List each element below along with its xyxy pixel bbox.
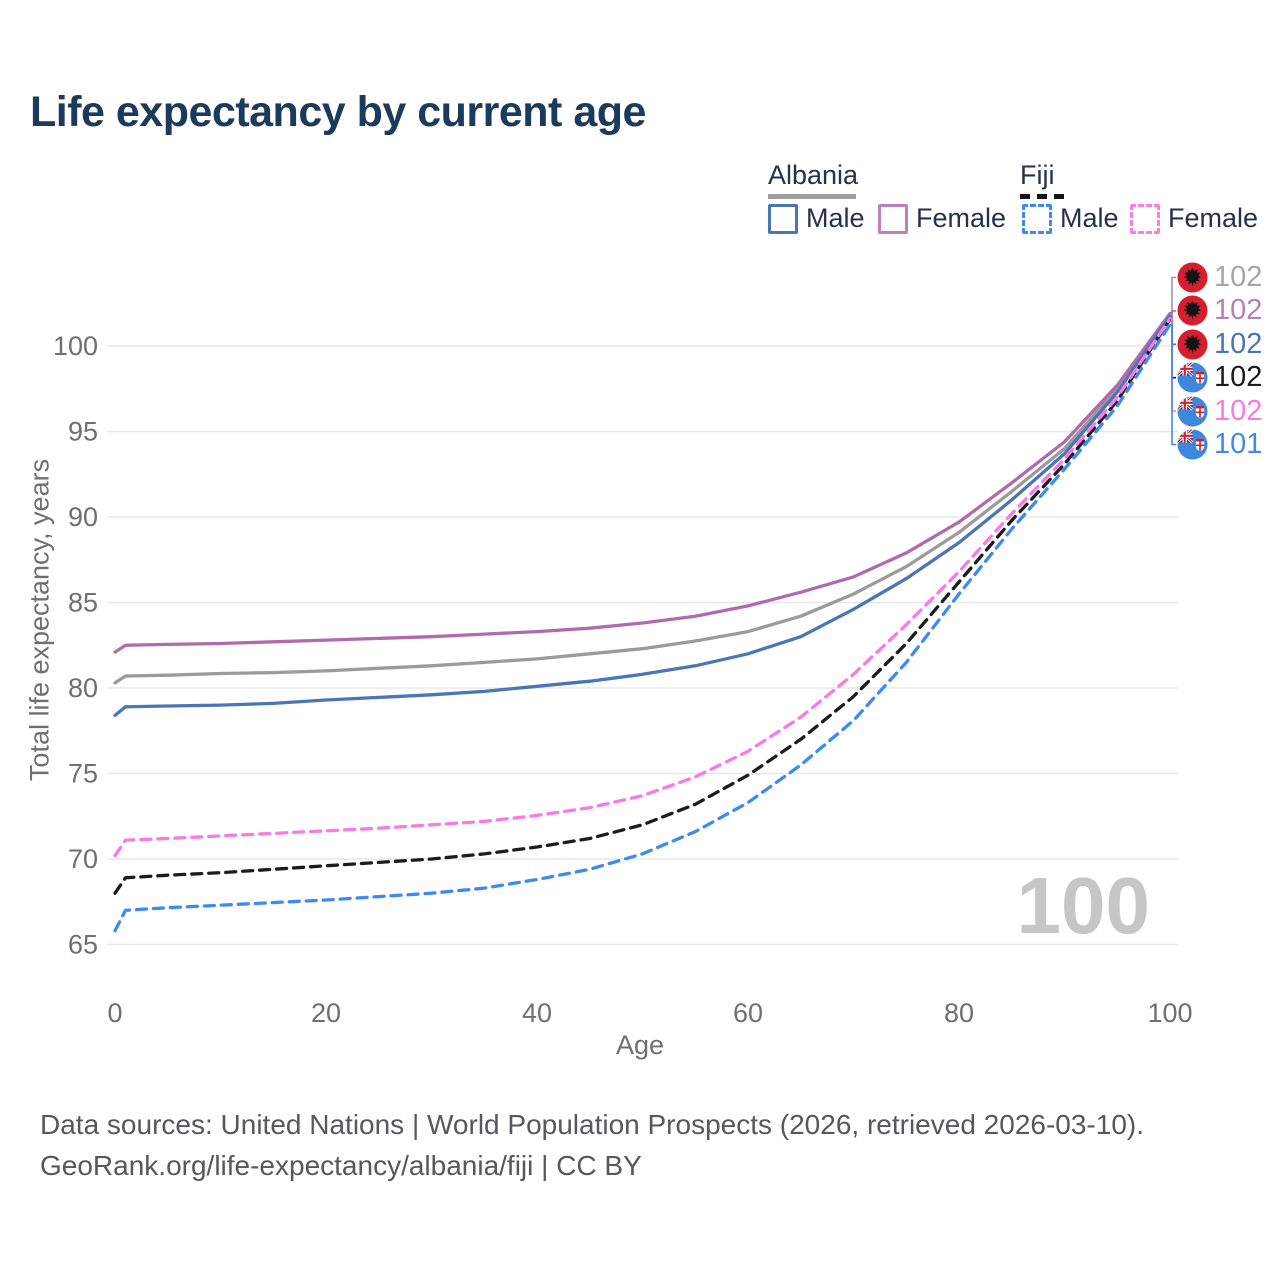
end-label-row-albania-total[interactable]: 102 (1177, 262, 1262, 293)
x-tick-100: 100 (1147, 998, 1192, 1028)
x-axis-title: Age (615, 1030, 665, 1060)
fiji-flag-icon (1177, 362, 1208, 393)
end-label-row-fiji-female[interactable]: 102 (1177, 394, 1263, 427)
fiji-female-swatch-icon (1130, 203, 1160, 234)
albania-flag-icon (1177, 329, 1208, 360)
end-label-value: 101 (1214, 427, 1263, 460)
x-tick-0: 0 (107, 998, 122, 1028)
end-connector-fiji-male (1170, 323, 1176, 446)
y-tick-80: 80 (68, 673, 98, 703)
albania-female-swatch-icon (878, 203, 908, 234)
y-tick-100: 100 (53, 331, 98, 361)
x-tick-60: 60 (733, 998, 763, 1028)
albania-male-swatch-icon (768, 203, 798, 234)
y-axis-title: Total life expectancy, years (24, 458, 55, 782)
albania-flag-icon (1177, 295, 1208, 326)
end-label-value: 102 (1214, 294, 1263, 327)
footer-line-sources: Data sources: United Nations | World Pop… (40, 1109, 1145, 1140)
legend-item-fiji-female[interactable]: Female (1130, 203, 1258, 234)
end-label-row-albania-female[interactable]: 102 (1177, 295, 1262, 326)
series-line-fiji-female[interactable] (113, 316, 1172, 858)
page-title: Life expectancy by current age (30, 88, 646, 136)
y-tick-70: 70 (68, 844, 98, 874)
end-connector-albania-total (1170, 276, 1176, 316)
end-label-row-fiji-male[interactable]: 101 (1177, 427, 1263, 460)
end-label-value: 102 (1214, 261, 1263, 293)
series-line-albania-female[interactable] (113, 311, 1172, 654)
end-label-value: 102 (1214, 394, 1263, 427)
end-label-value: 102 (1214, 361, 1263, 394)
fiji-flag-icon (1177, 396, 1208, 427)
legend-label: Female (916, 203, 1007, 233)
end-connector-albania-female (1170, 310, 1176, 315)
series-line-albania-total[interactable] (113, 312, 1172, 685)
footer-line-attribution[interactable]: GeoRank.org/life-expectancy/albania/fiji… (40, 1150, 642, 1181)
data-sources-footer: Data sources: United Nations | World Pop… (40, 1104, 1144, 1186)
albania-flag-icon (1177, 262, 1208, 293)
legend-label: Female (1168, 203, 1259, 233)
legend-label: Male (1060, 203, 1119, 233)
end-connector-fiji-female (1170, 317, 1176, 412)
y-tick-90: 90 (68, 502, 98, 532)
series-line-albania-male[interactable] (113, 314, 1172, 718)
legend-underline-fiji (1020, 194, 1064, 199)
legend-item-albania-male[interactable]: Male (768, 203, 865, 234)
end-label-value: 102 (1214, 327, 1263, 360)
legend-underline-albania (768, 194, 856, 199)
y-tick-95: 95 (68, 417, 98, 447)
legend-country-albania[interactable]: Albania (768, 160, 859, 190)
fiji-male-swatch-icon (1022, 203, 1052, 234)
x-tick-80: 80 (944, 998, 974, 1028)
y-tick-85: 85 (68, 588, 98, 618)
y-tick-65: 65 (68, 930, 98, 960)
end-label-row-albania-male[interactable]: 102 (1177, 327, 1263, 360)
series-line-fiji-male[interactable] (113, 322, 1172, 933)
fiji-flag-icon (1177, 429, 1208, 460)
endpoint-labels: 102 102 102 102 102 101 (1177, 262, 1262, 462)
end-connector-fiji-total (1170, 318, 1176, 379)
end-label-row-fiji-total[interactable]: 102 (1177, 362, 1262, 393)
series-line-fiji-total[interactable] (113, 317, 1172, 895)
current-age-watermark: 100 (1016, 861, 1150, 950)
legend-group-fiji: Fiji (1020, 160, 1064, 199)
legend-group-albania: Albania (768, 160, 858, 199)
legend-item-albania-female[interactable]: Female (878, 203, 1006, 234)
legend-item-fiji-male[interactable]: Male (1022, 203, 1119, 234)
legend-country-fiji[interactable]: Fiji (1020, 160, 1055, 190)
x-tick-40: 40 (522, 998, 552, 1028)
legend-label: Male (806, 203, 865, 233)
x-tick-20: 20 (311, 998, 341, 1028)
y-tick-75: 75 (68, 759, 98, 789)
